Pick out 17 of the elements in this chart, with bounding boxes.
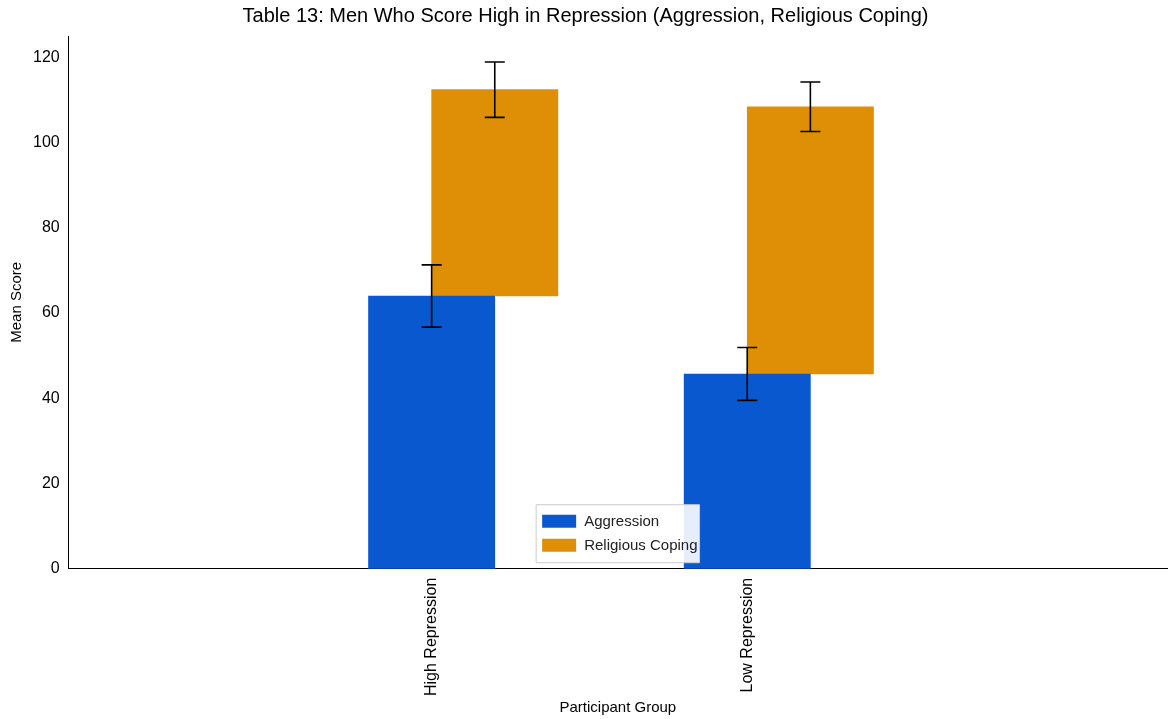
x-tick-label: Low Repression: [737, 577, 755, 693]
bar: [431, 89, 559, 297]
y-tick-label: 20: [41, 473, 60, 491]
x-axis-title: Participant Group: [559, 698, 677, 716]
y-tick-label: 120: [32, 47, 60, 65]
y-tick-label: 80: [41, 218, 60, 236]
x-tick-label: High Repression: [422, 577, 440, 696]
y-tick-label: 40: [41, 388, 60, 406]
y-tick-label: 0: [50, 559, 60, 577]
bar: [746, 106, 874, 375]
y-tick-label: 60: [41, 303, 60, 321]
bar: [368, 295, 496, 569]
chart-title: Table 13: Men Who Score High in Repression (Aggression, Religious Coping): [242, 3, 929, 26]
legend-label: Religious Coping: [584, 535, 698, 553]
y-tick-label: 100: [32, 132, 60, 150]
y-axis-title: Mean Score: [7, 261, 25, 343]
legend-label: Aggression: [584, 511, 660, 529]
